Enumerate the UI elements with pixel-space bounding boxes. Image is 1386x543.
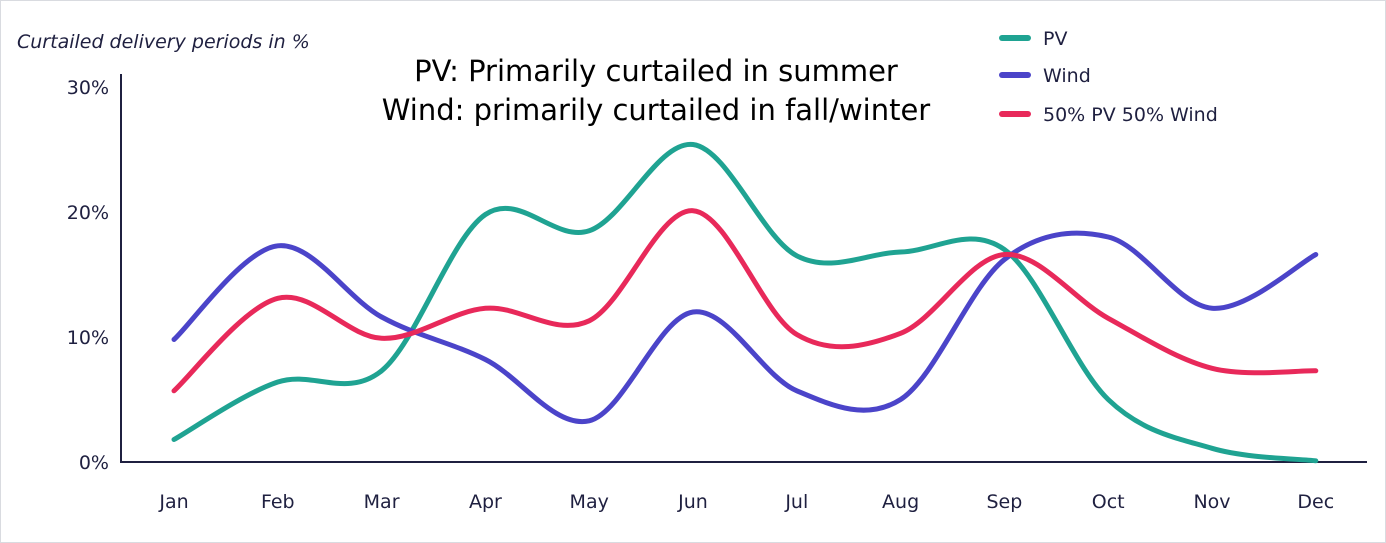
legend-label-wind: Wind: [1043, 65, 1091, 87]
x-tick-jan: Jan: [158, 491, 188, 513]
x-tick-dec: Dec: [1297, 491, 1334, 513]
series-line-pv: [171, 141, 1319, 464]
x-tick-apr: Apr: [469, 491, 502, 513]
x-tick-feb: Feb: [261, 491, 295, 513]
legend-label-50pct-pv-50pct-wind: 50% PV 50% Wind: [1043, 104, 1218, 126]
series-line-50pct-pv-50pct-wind: [171, 208, 1319, 394]
x-tick-oct: Oct: [1092, 491, 1125, 513]
x-tick-may: May: [570, 491, 609, 513]
x-tick-nov: Nov: [1193, 491, 1230, 513]
x-tick-sep: Sep: [986, 491, 1022, 513]
x-tick-mar: Mar: [364, 491, 400, 513]
y-tick-0pct: 0%: [79, 452, 109, 474]
y-tick-labels: 0% 10% 20% 30%: [67, 77, 109, 474]
series-lines: [171, 141, 1319, 464]
legend-label-pv: PV: [1043, 28, 1067, 50]
y-tick-30pct: 30%: [67, 77, 109, 99]
x-tick-jul: Jul: [784, 491, 808, 513]
y-tick-10pct: 10%: [67, 327, 109, 349]
x-tick-aug: Aug: [882, 491, 919, 513]
chart-title-line-2: Wind: primarily curtailed in fall/winter: [382, 93, 931, 127]
series-line-wind: [171, 230, 1319, 425]
y-axis-label: Curtailed delivery periods in %: [17, 31, 310, 53]
y-tick-20pct: 20%: [67, 202, 109, 224]
x-tick-labels: Jan Feb Mar Apr May Jun Jul Aug Sep Oct Nov Dec: [158, 491, 1334, 513]
legend: PV Wind 50% PV 50% Wind: [999, 28, 1218, 126]
x-tick-jun: Jun: [677, 491, 708, 513]
chart-title-line-1: PV: Primarily curtailed in summer: [414, 54, 898, 88]
